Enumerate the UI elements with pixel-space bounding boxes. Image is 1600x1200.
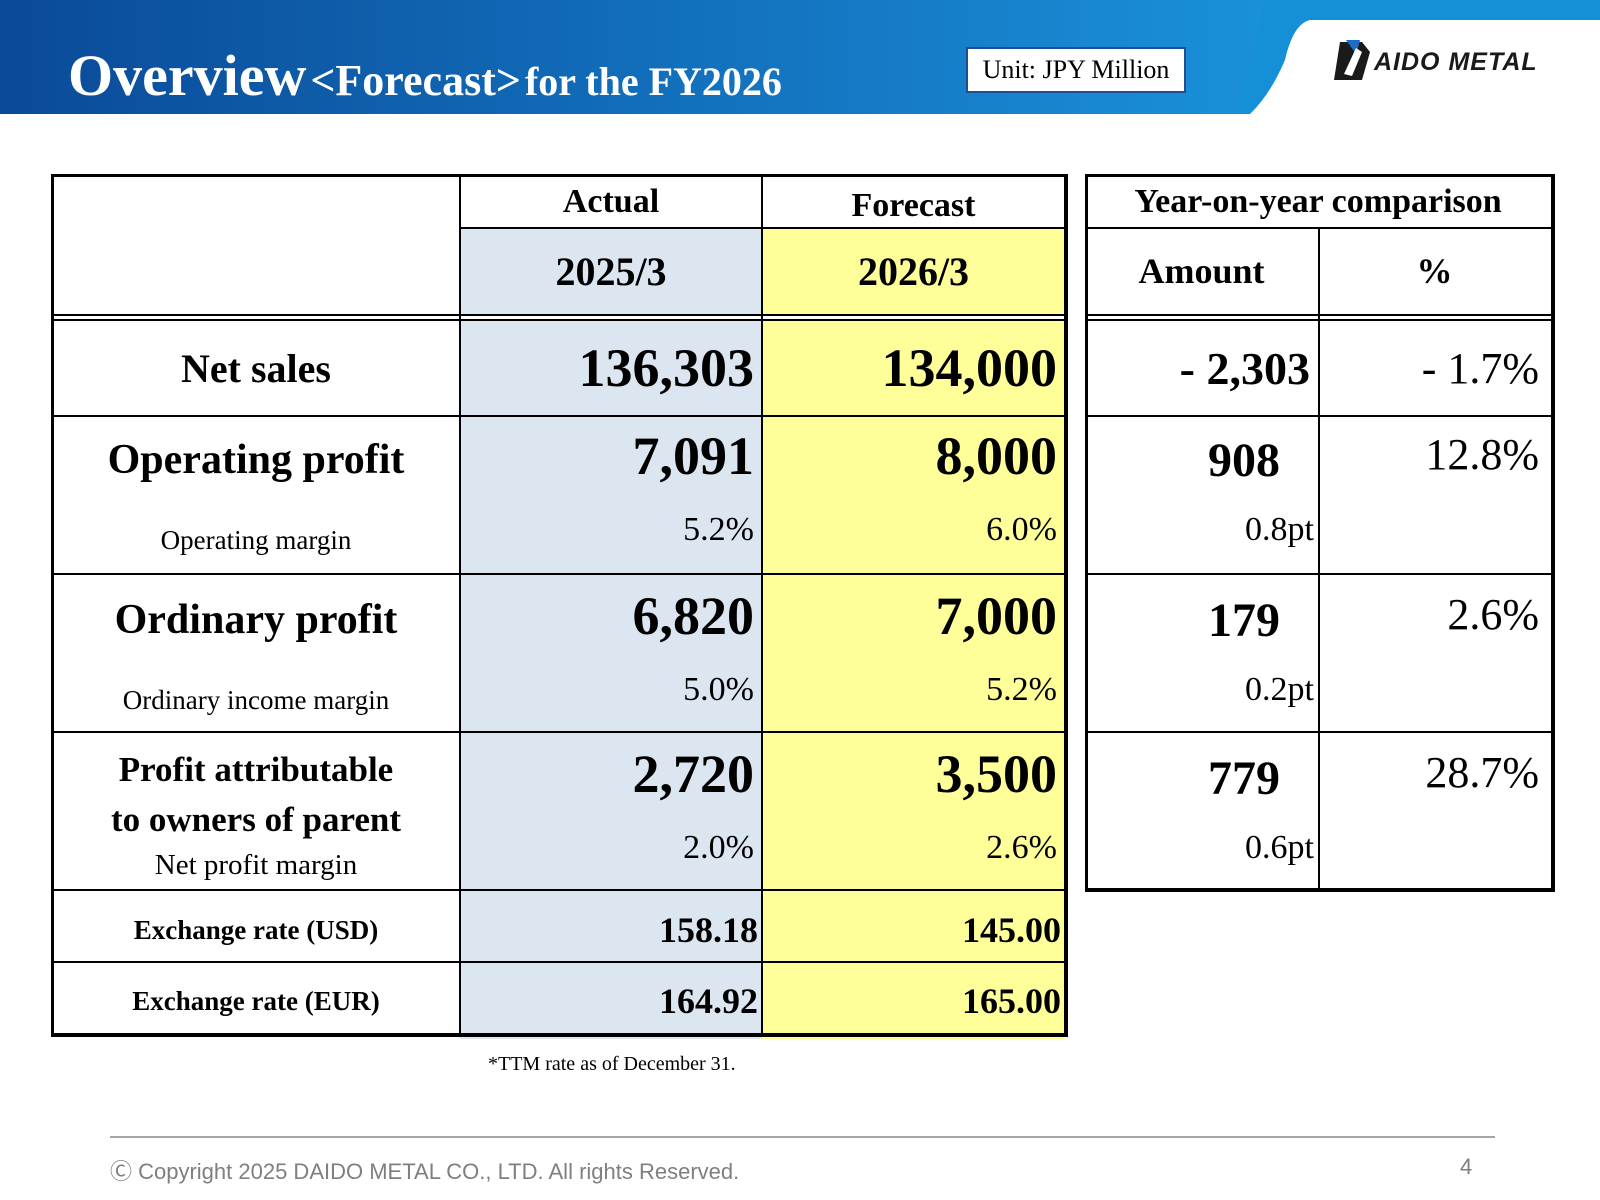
forecast-period-bg xyxy=(762,228,1065,314)
footer-divider xyxy=(110,1136,1495,1138)
row-label-net-sales: Net sales xyxy=(181,345,331,391)
row-sublabel-operating-margin: Operating margin xyxy=(160,524,352,555)
col-forecast: Forecast xyxy=(851,187,976,224)
yoy-ordinary-percent: 2.6% xyxy=(1447,589,1539,639)
table-border xyxy=(51,961,1068,963)
header-background xyxy=(0,0,1600,114)
col-actual: Actual xyxy=(562,183,660,220)
table-border xyxy=(51,1033,1068,1037)
table-border xyxy=(51,415,1068,417)
row-label-fx-usd: Exchange rate (USD) xyxy=(133,914,379,945)
title-suffix: for the FY2026 xyxy=(524,59,782,104)
profit-parent-forecast: 3,500 xyxy=(935,744,1058,804)
row-sublabel-ordinary-margin: Ordinary income margin xyxy=(122,684,390,715)
yoy-operating-amount: 908 xyxy=(1208,433,1280,487)
yoy-border xyxy=(1085,174,1088,892)
row-label-fx-eur: Exchange rate (EUR) xyxy=(132,985,380,1016)
table-border xyxy=(459,174,461,1037)
yoy-border xyxy=(1551,174,1555,892)
net-profit-margin-forecast: 2.6% xyxy=(986,829,1057,866)
net-sales-forecast: 134,000 xyxy=(881,338,1058,398)
table-border xyxy=(51,889,1068,891)
yoy-col-percent: % xyxy=(1416,251,1453,291)
profit-parent-actual: 2,720 xyxy=(632,744,755,804)
ordinary-profit-actual: 6,820 xyxy=(632,586,755,646)
row-sublabel-net-profit-margin: Net profit margin xyxy=(154,848,358,881)
actual-period-bg xyxy=(460,228,762,314)
ordinary-margin-actual: 5.0% xyxy=(683,671,754,708)
operating-margin-forecast: 6.0% xyxy=(986,511,1057,548)
yoy-net-sales-percent: - 1.7% xyxy=(1421,343,1539,393)
period-actual: 2025/3 xyxy=(555,248,667,294)
fx-usd-forecast: 145.00 xyxy=(962,910,1061,950)
yoy-operating-percent: 12.8% xyxy=(1425,429,1539,479)
yoy-border xyxy=(1318,228,1320,892)
table-border xyxy=(51,731,1068,733)
row-label-operating-profit: Operating profit xyxy=(107,437,405,483)
footnote: *TTM rate as of December 31. xyxy=(488,1053,736,1075)
header-banner: Overview <Forecast> for the FY2026 Unit:… xyxy=(0,0,1600,114)
table-border xyxy=(51,174,54,1037)
row-label-profit-attributable-1: Profit attributable xyxy=(118,750,394,789)
table-border xyxy=(460,227,1067,229)
copyright: Ⓒ Copyright 2025 DAIDO METAL CO., LTD. A… xyxy=(110,1159,740,1184)
logo-text: AIDO METAL xyxy=(1374,48,1538,76)
yoy-net-sales-amount: - 2,303 xyxy=(1179,342,1310,394)
yoy-profit-parent-amount: 779 xyxy=(1208,751,1280,805)
ordinary-profit-forecast: 7,000 xyxy=(935,586,1058,646)
daido-metal-logo: AIDO METAL xyxy=(1332,38,1572,88)
net-sales-actual: 136,303 xyxy=(578,338,755,398)
logo-d-icon xyxy=(1334,40,1370,80)
page-number: 4 xyxy=(1460,1154,1473,1179)
title-main: Overview xyxy=(68,43,307,108)
forecast-column-bg xyxy=(762,320,1065,1039)
operating-margin-actual: 5.2% xyxy=(683,511,754,548)
fx-eur-forecast: 165.00 xyxy=(962,981,1061,1021)
table-border xyxy=(51,319,1068,321)
row-label-profit-attributable-2: to owners of parent xyxy=(110,800,401,839)
fx-usd-actual: 158.18 xyxy=(659,910,758,950)
period-forecast: 2026/3 xyxy=(857,248,970,294)
title-forecast: <Forecast> xyxy=(310,56,521,105)
yoy-ordinary-amount: 179 xyxy=(1208,593,1280,647)
yoy-profit-parent-pt: 0.6pt xyxy=(1245,829,1314,866)
yoy-border xyxy=(1085,174,1554,177)
page-title: Overview <Forecast> for the FY2026 xyxy=(68,42,782,109)
table-border xyxy=(51,314,1068,316)
yoy-title: Year-on-year comparison xyxy=(1134,183,1502,220)
yoy-operating-pt: 0.8pt xyxy=(1245,511,1314,548)
yoy-ordinary-pt: 0.2pt xyxy=(1245,671,1314,708)
actual-column-bg xyxy=(460,320,762,1039)
fx-eur-actual: 164.92 xyxy=(659,981,758,1021)
unit-label: Unit: JPY Million xyxy=(966,47,1186,93)
operating-profit-forecast: 8,000 xyxy=(935,426,1058,486)
operating-profit-actual: 7,091 xyxy=(632,426,755,486)
ordinary-margin-forecast: 5.2% xyxy=(986,671,1057,708)
net-profit-margin-actual: 2.0% xyxy=(683,829,754,866)
yoy-profit-parent-percent: 28.7% xyxy=(1425,747,1539,797)
table-border xyxy=(1064,174,1068,1037)
table-border xyxy=(761,174,763,1037)
yoy-col-amount: Amount xyxy=(1138,251,1265,291)
table-border xyxy=(51,573,1068,575)
table-border xyxy=(51,174,1068,177)
row-label-ordinary-profit: Ordinary profit xyxy=(114,597,398,643)
